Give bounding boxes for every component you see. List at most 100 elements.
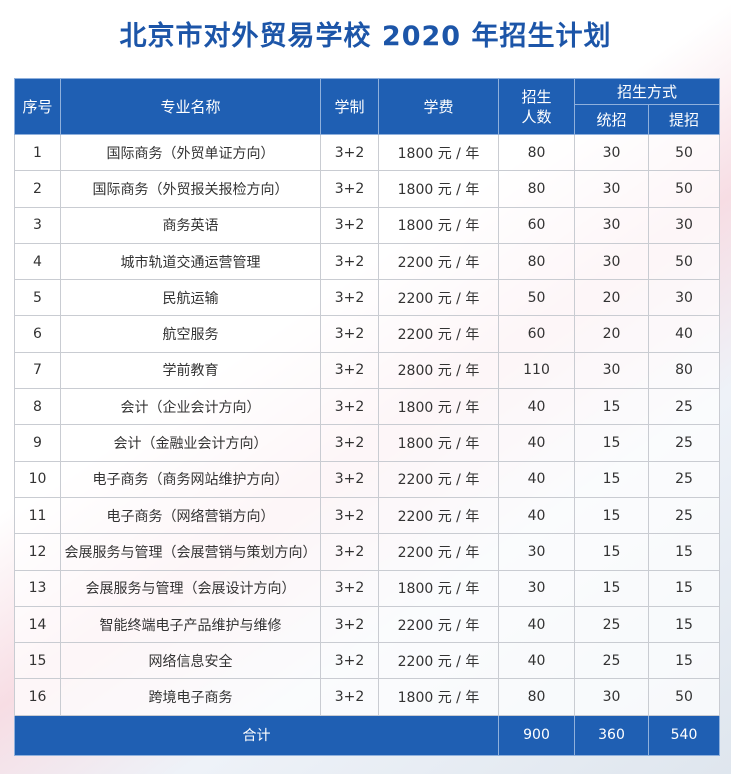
table-cell: 14 [14, 605, 61, 644]
table-cell: 2200 元 / 年 [378, 605, 499, 644]
table-cell: 25 [647, 424, 721, 462]
table-cell: 1800 元 / 年 [378, 678, 499, 716]
table-cell: 30 [647, 206, 721, 244]
header-cell: 学费 [378, 78, 499, 135]
table-cell: 3+2 [320, 605, 379, 644]
table-row: 14 智能终端电子产品维护与维修 3+2 2200 元 / 年 40 25 15 [14, 605, 721, 644]
table-cell: 3+2 [320, 642, 379, 680]
table-cell: 15 [574, 388, 649, 426]
table-cell: 会展服务与管理（会展营销与策划方向） [60, 533, 321, 571]
table-cell: 电子商务（商务网站维护方向） [60, 460, 321, 498]
table-row: 1 国际商务（外贸单证方向） 3+2 1800 元 / 年 80 30 50 [14, 133, 721, 172]
table-cell: 1800 元 / 年 [378, 569, 499, 607]
table-cell: 30 [574, 242, 649, 281]
table-cell: 跨境电子商务 [60, 678, 321, 716]
table-row: 9 会计（金融业会计方向） 3+2 1800 元 / 年 40 15 25 [14, 424, 721, 462]
table-cell: 网络信息安全 [60, 642, 321, 680]
table-cell: 3+2 [320, 496, 379, 535]
table-cell: 2800 元 / 年 [378, 351, 499, 390]
table-cell: 40 [498, 642, 575, 680]
table-cell: 50 [647, 170, 721, 208]
table-cell: 40 [498, 388, 575, 426]
table-row: 3 商务英语 3+2 1800 元 / 年 60 30 30 [14, 206, 721, 244]
table-cell: 2200 元 / 年 [378, 279, 499, 317]
table-cell: 60 [498, 315, 575, 353]
table-cell: 6 [14, 315, 61, 353]
enrollment-table: 序号 专业名称 学制 学费 招生人数 招生方式 统招 提招 1 国际商务（外贸单证… [14, 78, 721, 756]
table-cell: 110 [498, 351, 575, 390]
table-cell: 13 [14, 569, 61, 607]
table-cell: 25 [574, 642, 649, 680]
table-row: 7 学前教育 3+2 2800 元 / 年 110 30 80 [14, 351, 721, 390]
table-row: 13 会展服务与管理（会展设计方向） 3+2 1800 元 / 年 30 15 15 [14, 569, 721, 607]
table-cell: 3+2 [320, 424, 379, 462]
table-cell: 航空服务 [60, 315, 321, 353]
table-cell: 80 [498, 242, 575, 281]
table-cell: 2200 元 / 年 [378, 642, 499, 680]
table-cell: 80 [498, 133, 575, 172]
table-cell: 40 [647, 315, 721, 353]
table-cell: 80 [498, 678, 575, 716]
total-cell: 540 [647, 714, 721, 756]
table-cell: 15 [647, 605, 721, 644]
table-cell: 30 [647, 279, 721, 317]
total-cell: 合计 [14, 714, 499, 756]
table-cell: 30 [574, 206, 649, 244]
table-cell: 20 [574, 279, 649, 317]
table-cell: 30 [498, 533, 575, 571]
table-cell: 会计（金融业会计方向） [60, 424, 321, 462]
total-cell: 360 [574, 714, 649, 756]
table-cell: 1800 元 / 年 [378, 424, 499, 462]
table-cell: 15 [574, 460, 649, 498]
table-body: 1 国际商务（外贸单证方向） 3+2 1800 元 / 年 80 30 50 2 国际商务（外贸… [14, 133, 721, 756]
table-cell: 3+2 [320, 170, 379, 208]
table-cell: 15 [647, 533, 721, 571]
table-cell: 16 [14, 678, 61, 716]
table-cell: 会计（企业会计方向） [60, 388, 321, 426]
header-cell: 序号 [14, 78, 61, 135]
table-cell: 50 [498, 279, 575, 317]
table-cell: 25 [647, 460, 721, 498]
table-cell: 3+2 [320, 460, 379, 498]
table-cell: 3+2 [320, 388, 379, 426]
table-cell: 3 [14, 206, 61, 244]
table-cell: 8 [14, 388, 61, 426]
table-cell: 4 [14, 242, 61, 281]
table-cell: 5 [14, 279, 61, 317]
table-cell: 商务英语 [60, 206, 321, 244]
table-cell: 3+2 [320, 133, 379, 172]
title: 北京市对外贸易学校 2020 年招生计划 [119, 21, 612, 52]
table-cell: 25 [574, 605, 649, 644]
table-cell: 3+2 [320, 242, 379, 281]
table-cell: 9 [14, 424, 61, 462]
table-cell: 80 [647, 351, 721, 390]
table-cell: 15 [14, 642, 61, 680]
table-row: 8 会计（企业会计方向） 3+2 1800 元 / 年 40 15 25 [14, 388, 721, 426]
table-cell: 25 [647, 496, 721, 535]
table-cell: 3+2 [320, 206, 379, 244]
table-cell: 15 [574, 496, 649, 535]
table-row: 12 会展服务与管理（会展营销与策划方向） 3+2 2200 元 / 年 30 15 15 [14, 533, 721, 571]
table-row: 10 电子商务（商务网站维护方向） 3+2 2200 元 / 年 40 15 25 [14, 460, 721, 498]
table-cell: 60 [498, 206, 575, 244]
table-cell: 30 [498, 569, 575, 607]
table-cell: 30 [574, 351, 649, 390]
header-cell: 提招 [647, 104, 721, 135]
table-cell: 15 [574, 424, 649, 462]
table-cell: 1800 元 / 年 [378, 388, 499, 426]
table-cell: 2 [14, 170, 61, 208]
table-cell: 10 [14, 460, 61, 498]
table-cell: 会展服务与管理（会展设计方向） [60, 569, 321, 607]
table-cell: 40 [498, 460, 575, 498]
table-cell: 2200 元 / 年 [378, 315, 499, 353]
table-cell: 3+2 [320, 351, 379, 390]
table-cell: 40 [498, 496, 575, 535]
table-cell: 学前教育 [60, 351, 321, 390]
total-row: 合计 900 360 540 [14, 714, 721, 756]
table-cell: 50 [647, 133, 721, 172]
table-cell: 15 [647, 569, 721, 607]
table-row: 4 城市轨道交通运营管理 3+2 2200 元 / 年 80 30 50 [14, 242, 721, 281]
table-cell: 15 [574, 569, 649, 607]
header-cell: 学制 [320, 78, 379, 135]
